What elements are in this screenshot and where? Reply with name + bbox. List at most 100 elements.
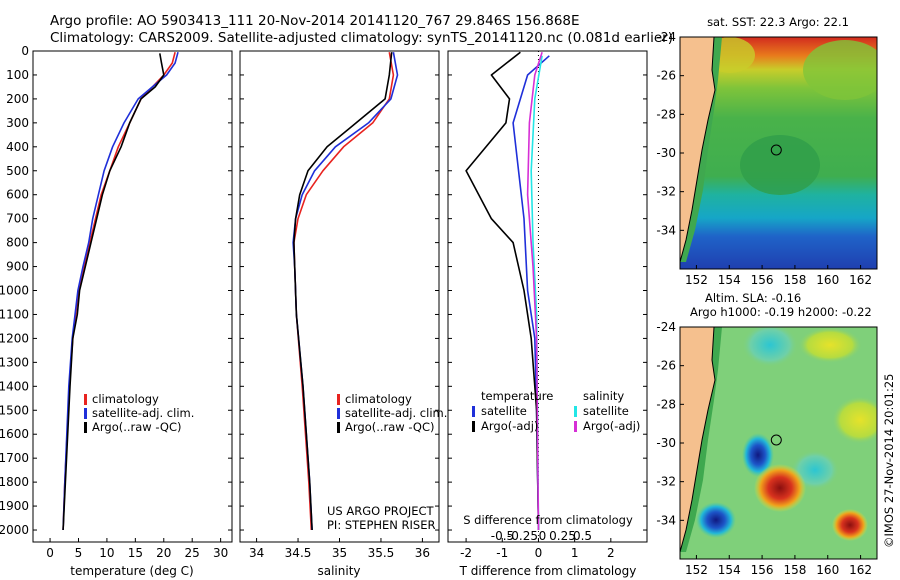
legend-satellite-label: satellite-adj. clim. [92,406,194,420]
difference-axes-frame [447,50,648,543]
salinity-axes-frame [239,50,440,543]
project-annotation: US ARGO PROJECT [327,504,435,518]
y-tick-label: 400 [6,140,29,154]
y-tick-label: 0 [21,44,29,58]
sla-heights: Argo h1000: -0.19 h2000: -0.22 [690,305,872,319]
lat-tick-label: -32 [656,475,676,489]
difference-panel: -2 -1 0 1 2-0.5-0.25 0 0.250.5 S difference fr… [447,50,648,578]
sla-blue-eddy [742,433,774,477]
salinity-xlabel: salinity [317,564,360,578]
x-tick-label: 34 [249,546,264,560]
argo-float-marker [770,434,782,446]
y-tick-label: 1300 [0,355,29,369]
y-tick-label: 1000 [0,284,29,298]
sla-map: Altim. SLA: -0.16 Argo h1000: -0.19 h200… [656,291,878,577]
temperature-xlabel: temperature (deg C) [70,564,193,578]
temperature-panel: 0 5 10 15 20 25 300100200300400500600700800900… [0,44,233,578]
legend-t-satellite-swatch [472,406,475,417]
sla-yellow-patch [832,396,877,444]
imos-credit: ©IMOS 27-Nov-2014 20:01:25 [882,374,896,548]
lon-tick-label: 158 [783,563,806,577]
legend-argo-swatch [84,422,87,433]
lat-tick-label: -24 [656,320,676,334]
sla-title: Altim. SLA: -0.16 [705,291,801,305]
legend-salinity-heading: salinity [583,389,624,403]
y-tick-label: 500 [6,164,29,178]
x-tick-label: 35.5 [368,546,395,560]
y-tick-label: 700 [6,212,29,226]
pi-annotation: PI: STEPHEN RISER [327,518,436,532]
lat-tick-label: -30 [656,436,676,450]
lat-tick-label: -26 [656,69,676,83]
t-difference-xlabel: T difference from climatology [459,564,637,578]
x-tick-label: -2 [460,546,472,560]
legend-argo-label: Argo(..raw -QC) [92,420,182,434]
x-tick-label: 1 [571,546,579,560]
legend-argo-swatch [337,422,340,433]
lat-tick-label: -34 [656,223,676,237]
argo-float-marker [770,144,782,156]
x-tick-label: 15 [128,546,143,560]
y-tick-label: 100 [6,68,29,82]
y-tick-label: 800 [6,236,29,250]
shelf [680,327,722,552]
x-tick-label: 36 [415,546,430,560]
lat-tick-label: -32 [656,185,676,199]
shelf [680,37,722,262]
salinity-panel: 34 34.5 35 35.5 36 salinity climatology sate… [239,50,447,578]
climatology-title: Climatology: CARS2009. Satellite-adjuste… [50,30,673,46]
y-tick-label: 200 [6,92,29,106]
y-tick-label: 1400 [0,379,29,393]
sst-cool-eddy [740,135,820,195]
legend-climatology-label: climatology [92,392,159,406]
y-tick-label: 1500 [0,403,29,417]
y-tick-label: 2000 [0,523,29,537]
lon-tick-label: 160 [816,273,839,287]
y-tick-label: 1700 [0,451,29,465]
sla-cyan-patch [742,327,798,367]
lon-tick-label: 162 [849,563,872,577]
difference-legend: temperature satellite Argo(-adj) salinit… [472,389,640,433]
lat-tick-label: -34 [656,513,676,527]
legend-s-satellite-swatch [574,406,577,417]
legend-t-satellite-label: satellite [481,404,527,418]
y-tick-label: 1200 [0,331,29,345]
temperature-legend: climatology satellite-adj. clim. Argo(..… [84,392,194,434]
temperature-axes-frame [32,50,233,543]
sla-blue-eddy [696,502,736,538]
x-tick-label: 35 [332,546,347,560]
legend-temperature-heading: temperature [481,389,553,403]
x-tick-label: 0 [535,546,543,560]
legend-satellite-swatch [337,408,340,419]
x-tick-label: 30 [213,546,228,560]
lat-tick-label: -30 [656,146,676,160]
y-tick-label: 900 [6,260,29,274]
s-tick-label: -0.25 [507,529,538,543]
series-argo-raw-qc- [293,52,393,531]
series-salinity-argo-adj- [526,51,543,531]
y-tick-label: 1900 [0,499,29,513]
legend-climatology-swatch [337,394,340,405]
sla-red-eddy [754,464,806,512]
series-argo-raw-qc- [62,53,165,531]
lon-tick-label: 156 [751,273,774,287]
x-tick-label: 34.5 [285,546,312,560]
lat-tick-label: -28 [656,107,676,121]
profile-title: Argo profile: AO 5903413_111 20-Nov-2014… [50,13,580,29]
legend-argo-label: Argo(..raw -QC) [345,420,435,434]
s-tick-label: 0.5 [573,529,592,543]
s-tick-label: -0.5 [491,529,514,543]
s-tick-label: 0 [539,529,547,543]
x-tick-label: 25 [185,546,200,560]
legend-s-argo-swatch [574,421,577,432]
y-tick-label: 1100 [0,307,29,321]
lon-tick-label: 152 [685,273,708,287]
y-tick-label: 1600 [0,427,29,441]
legend-climatology-swatch [84,394,87,405]
legend-s-argo-label: Argo(-adj) [583,419,640,433]
legend-climatology-label: climatology [345,392,412,406]
y-tick-label: 300 [6,116,29,130]
lon-tick-label: 160 [816,563,839,577]
land [680,327,715,552]
